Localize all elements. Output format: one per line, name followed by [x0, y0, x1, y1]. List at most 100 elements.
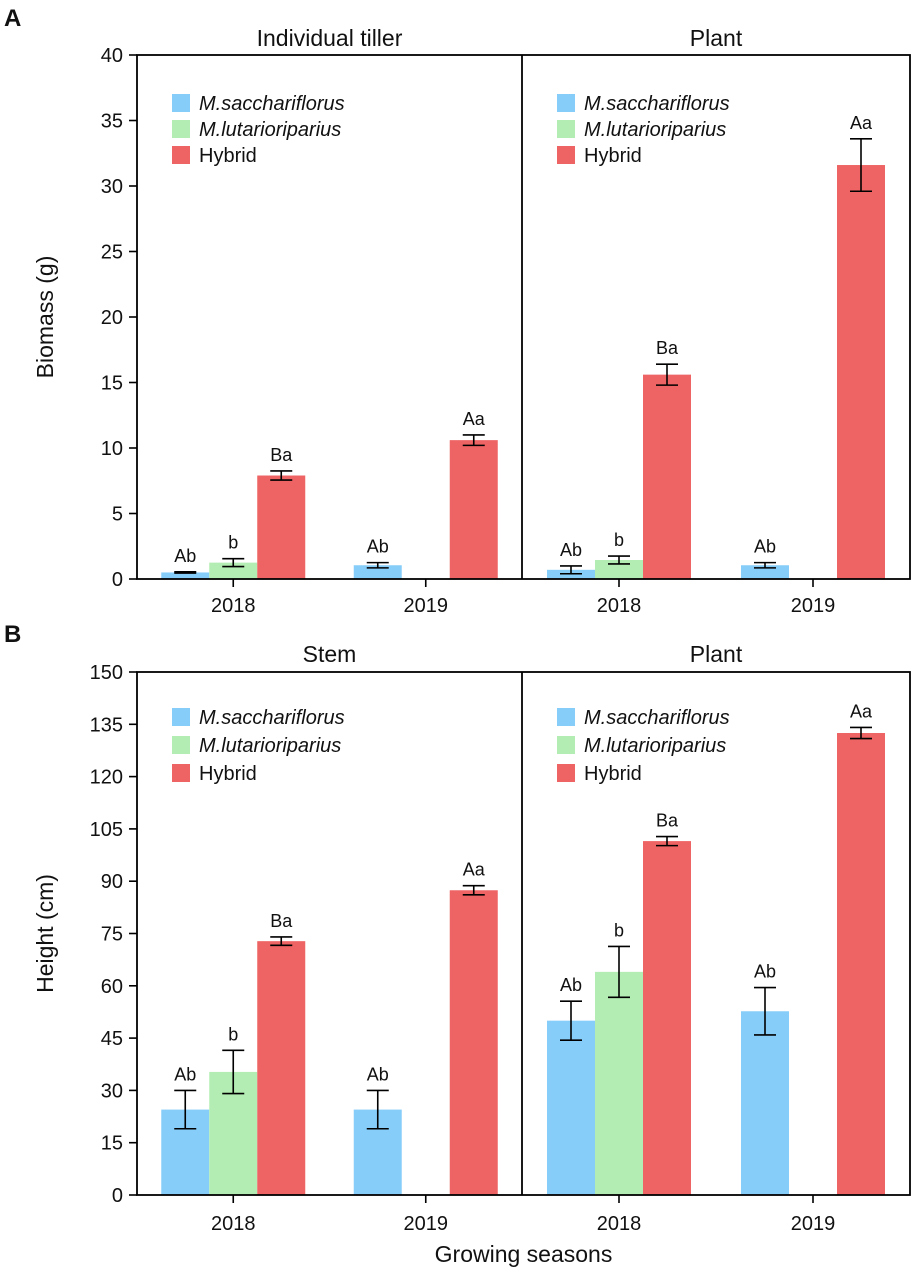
legend-swatch — [557, 94, 575, 112]
panel-A: A 0 5 10 15 20 25 30 35 40 Biomass (g) Individual t… — [4, 5, 911, 617]
bar-M-lutarioriparius-2018 — [209, 562, 258, 579]
legend-swatch — [557, 736, 575, 754]
panel-B: B 0 15 30 45 60 75 90 105 120 135 150 Height (cm) Ste… — [4, 621, 911, 1267]
significance-label: Ab — [174, 546, 196, 566]
subplot-2: Plant M.sacchariflorus M.lutarioriparius Hy… — [547, 641, 885, 1235]
significance-label: Aa — [463, 860, 486, 880]
panel-letter: A — [4, 5, 21, 32]
legend-label: Hybrid — [584, 145, 642, 167]
legend-label: M.lutarioriparius — [199, 735, 341, 757]
plot-frame — [136, 54, 911, 580]
subplot-title: Plant — [690, 25, 743, 51]
bar-Hybrid-2018 — [643, 374, 691, 579]
x-tick-label: 2018 — [597, 1213, 642, 1235]
significance-label: Aa — [463, 409, 486, 429]
x-tick-label: 2019 — [791, 595, 836, 617]
bar-Hybrid-2019 — [449, 440, 498, 579]
legend-swatch — [557, 708, 575, 726]
significance-label: Ab — [754, 537, 776, 557]
significance-label: Aa — [850, 701, 873, 721]
x-axis-label: Growing seasons — [435, 1241, 613, 1267]
y-tick-label: 15 — [101, 1133, 123, 1155]
y-tick-label: 150 — [90, 662, 123, 684]
y-tick-label: 30 — [101, 1080, 123, 1102]
significance-label: b — [614, 530, 624, 550]
significance-label: Ab — [174, 1064, 196, 1084]
x-tick-label: 2019 — [404, 1213, 449, 1235]
significance-label: Ab — [754, 962, 776, 982]
bar-M-sacchariflorus-2018 — [161, 572, 210, 579]
subplot-title: Stem — [303, 641, 357, 667]
bar-M-sacchariflorus-2019 — [741, 565, 789, 579]
bar-M-sacchariflorus-2018 — [547, 1020, 595, 1195]
legend-label: Hybrid — [199, 145, 257, 167]
y-tick-label: 40 — [101, 45, 123, 67]
bar-Hybrid-2019 — [837, 733, 885, 1195]
legend-label: Hybrid — [199, 763, 257, 785]
legend-swatch — [172, 736, 190, 754]
significance-label: Ba — [270, 445, 293, 465]
bar-Hybrid-2018 — [643, 841, 691, 1195]
x-tick-label: 2019 — [404, 595, 449, 617]
legend-swatch — [172, 146, 190, 164]
subplot-1: Individual tiller M.sacchariflorus M.lutar… — [161, 25, 498, 617]
y-tick-label: 120 — [90, 767, 123, 789]
y-tick-label: 135 — [90, 714, 123, 736]
legend-swatch — [557, 764, 575, 782]
significance-label: Ab — [560, 540, 582, 560]
plot-frame — [136, 671, 911, 1196]
significance-label: b — [614, 920, 624, 940]
legend-swatch — [172, 94, 190, 112]
bar-M-lutarioriparius-2018 — [595, 971, 643, 1195]
bar-Hybrid-2018 — [257, 475, 306, 579]
subplot-title: Individual tiller — [257, 25, 403, 51]
y-tick-label: 5 — [112, 504, 123, 526]
x-tick-label: 2018 — [211, 595, 256, 617]
significance-label: b — [228, 1024, 238, 1044]
x-tick-label: 2018 — [211, 1213, 256, 1235]
significance-label: b — [228, 533, 238, 553]
y-axis-label: Biomass (g) — [32, 256, 58, 379]
bar-Hybrid-2019 — [449, 890, 498, 1195]
x-tick-label: 2019 — [791, 1213, 836, 1235]
significance-label: Ba — [270, 911, 293, 931]
bar-Hybrid-2019 — [837, 165, 885, 580]
y-tick-label: 35 — [101, 111, 123, 133]
y-tick-label: 25 — [101, 242, 123, 264]
bar-M-sacchariflorus-2019 — [741, 1011, 789, 1195]
y-tick-label: 105 — [90, 819, 123, 841]
legend-label: M.sacchariflorus — [584, 93, 730, 115]
bar-Hybrid-2018 — [257, 941, 306, 1195]
y-tick-label: 60 — [101, 976, 123, 998]
significance-label: Ab — [367, 1064, 389, 1084]
y-tick-label: 0 — [112, 1185, 123, 1207]
legend-swatch — [172, 120, 190, 138]
significance-label: Ab — [560, 975, 582, 995]
y-axis-label: Height (cm) — [32, 874, 58, 993]
y-tick-label: 90 — [101, 871, 123, 893]
legend-label: Hybrid — [584, 763, 642, 785]
legend-label: M.lutarioriparius — [584, 735, 726, 757]
legend-label: M.lutarioriparius — [199, 119, 341, 141]
legend-swatch — [172, 708, 190, 726]
y-tick-label: 30 — [101, 176, 123, 198]
significance-label: Ab — [367, 537, 389, 557]
subplot-title: Plant — [690, 641, 743, 667]
significance-label: Aa — [850, 113, 873, 133]
y-tick-label: 0 — [112, 569, 123, 591]
bar-M-lutarioriparius-2018 — [595, 560, 643, 579]
subplot-2: Plant M.sacchariflorus M.lutarioriparius Hy… — [547, 25, 885, 617]
significance-label: Ba — [656, 338, 679, 358]
legend-swatch — [557, 146, 575, 164]
bar-M-sacchariflorus-2019 — [353, 565, 402, 579]
x-tick-label: 2018 — [597, 595, 642, 617]
y-tick-label: 75 — [101, 924, 123, 946]
y-tick-label: 20 — [101, 307, 123, 329]
legend-label: M.sacchariflorus — [199, 707, 345, 729]
legend-swatch — [172, 764, 190, 782]
significance-label: Ba — [656, 811, 679, 831]
y-tick-label: 15 — [101, 373, 123, 395]
y-tick-label: 45 — [101, 1028, 123, 1050]
legend-label: M.lutarioriparius — [584, 119, 726, 141]
